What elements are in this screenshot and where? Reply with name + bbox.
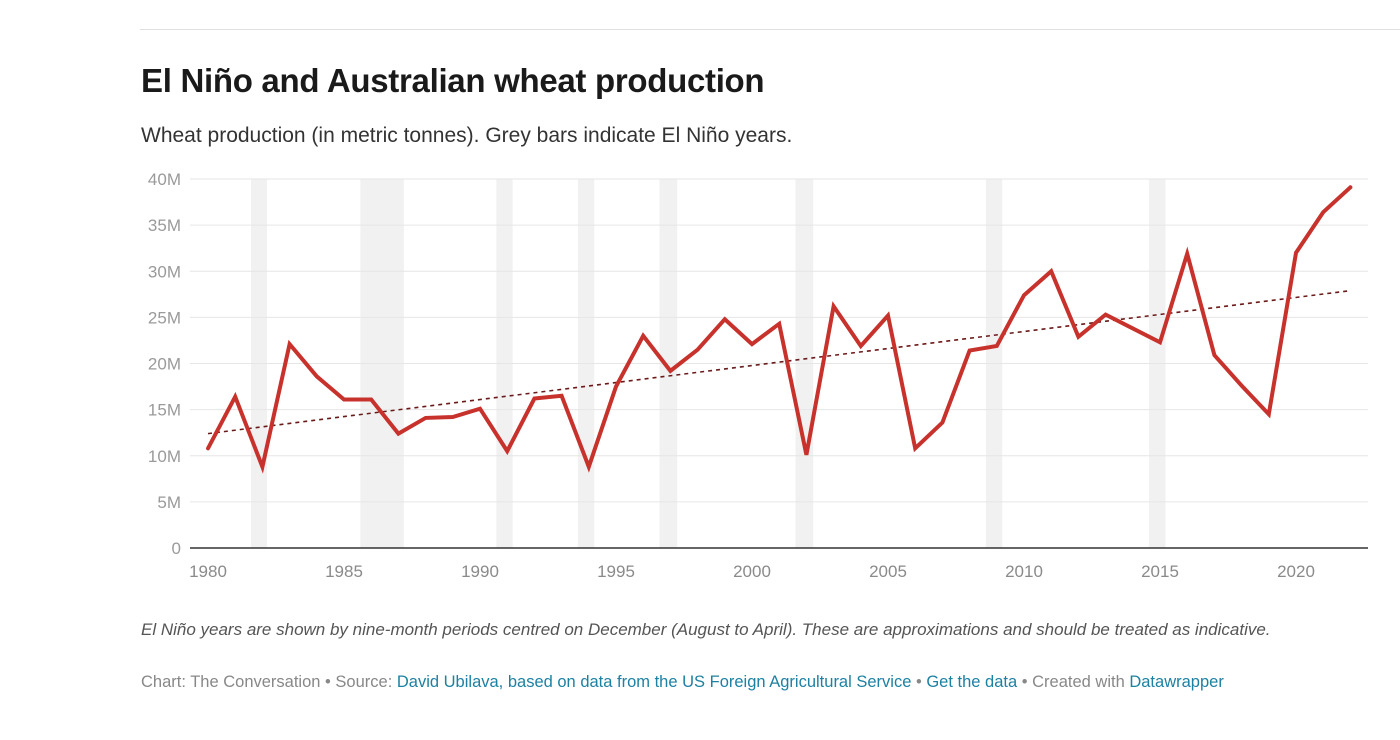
- y-tick-label: 15M: [148, 401, 181, 420]
- created-label: Created with: [1032, 673, 1130, 691]
- y-tick-label: 25M: [148, 308, 181, 327]
- y-tick-label: 40M: [148, 170, 181, 189]
- chart-footer: Chart: The Conversation • Source: David …: [141, 673, 1224, 692]
- x-tick-label: 2005: [869, 562, 907, 581]
- y-tick-label: 0: [172, 539, 181, 558]
- x-tick-label: 1995: [597, 562, 635, 581]
- y-tick-label: 30M: [148, 262, 181, 281]
- chart-notes: El Niño years are shown by nine-month pe…: [141, 620, 1271, 639]
- source-label: Source:: [335, 673, 397, 691]
- y-tick-label: 20M: [148, 355, 181, 374]
- y-tick-label: 35M: [148, 216, 181, 235]
- chart-subtitle: Wheat production (in metric tonnes). Gre…: [141, 124, 793, 147]
- datawrapper-link[interactable]: Datawrapper: [1129, 673, 1224, 691]
- y-tick-label: 10M: [148, 447, 181, 466]
- chart-credit: Chart: The Conversation: [141, 673, 321, 691]
- y-tick-label: 5M: [157, 493, 181, 512]
- x-tick-label: 2000: [733, 562, 771, 581]
- separator: •: [1017, 673, 1033, 691]
- separator: •: [911, 673, 927, 691]
- x-tick-label: 2015: [1141, 562, 1179, 581]
- x-tick-label: 1980: [189, 562, 227, 581]
- top-divider: [140, 29, 1400, 30]
- x-tick-label: 2010: [1005, 562, 1043, 581]
- chart-title: El Niño and Australian wheat production: [141, 62, 765, 99]
- source-link[interactable]: David Ubilava, based on data from the US…: [396, 673, 912, 691]
- x-tick-label: 1985: [325, 562, 363, 581]
- get-data-link[interactable]: Get the data: [926, 673, 1018, 691]
- x-tick-label: 1990: [461, 562, 499, 581]
- wheat-production-line: [206, 185, 1353, 474]
- separator: •: [320, 673, 336, 691]
- x-tick-label: 2020: [1277, 562, 1315, 581]
